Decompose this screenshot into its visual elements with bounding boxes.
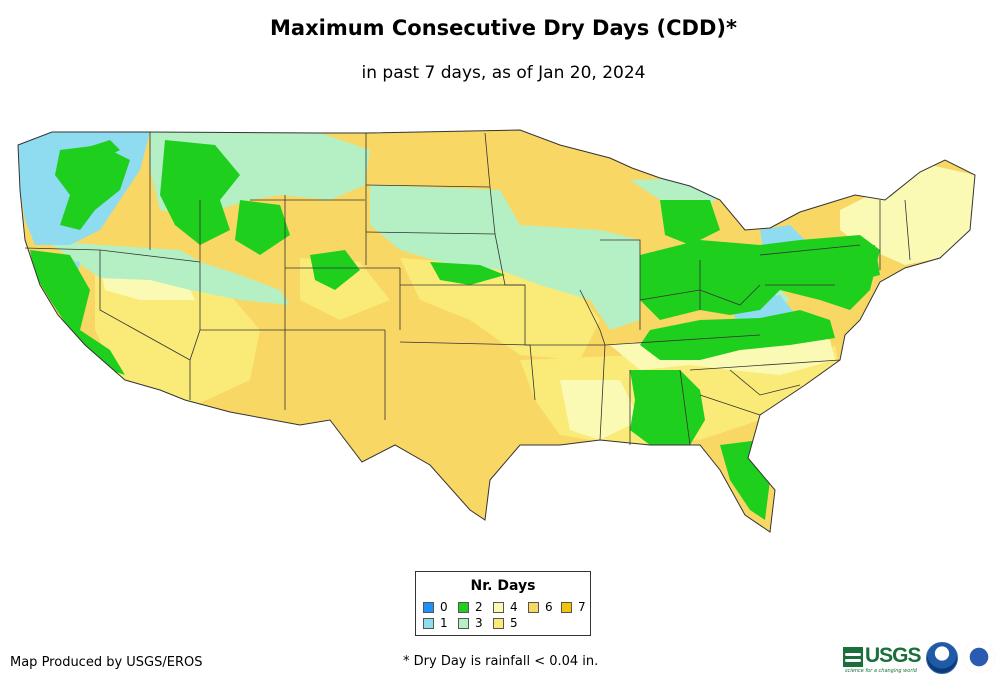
noaa-logo-icon	[926, 642, 958, 674]
legend-label-5: 5	[510, 616, 518, 630]
map-land	[17, 129, 976, 533]
legend-label-4: 4	[510, 600, 518, 614]
legend-swatch-7	[561, 602, 572, 613]
nws-logo-icon	[963, 641, 995, 673]
usgs-logo-text: USGS	[865, 644, 922, 667]
usgs-logo: USGS science for a changing world	[843, 644, 923, 674]
legend-swatch-5	[493, 618, 504, 629]
usgs-tagline: science for a changing world	[845, 668, 917, 674]
legend-swatch-4	[493, 602, 504, 613]
map-title: Maximum Consecutive Dry Days (CDD)*	[270, 16, 737, 40]
legend-title: Nr. Days	[470, 578, 536, 594]
legend: Nr. Days 0 1 2 3 4 5 6 7	[415, 571, 591, 636]
legend-label-6: 6	[545, 600, 553, 614]
state-borders	[24, 132, 911, 446]
legend-label-3: 3	[475, 616, 483, 630]
usgs-wave-icon	[843, 647, 863, 667]
legend-swatch-2	[458, 602, 469, 613]
map-subtitle: in past 7 days, as of Jan 20, 2024	[361, 63, 646, 83]
legend-swatch-0	[423, 602, 434, 613]
legend-label-7: 7	[578, 600, 586, 614]
legend-label-1: 1	[440, 616, 448, 630]
region-2-days	[30, 140, 880, 520]
legend-label-0: 0	[440, 600, 448, 614]
footnote: * Dry Day is rainfall < 0.04 in.	[403, 654, 599, 669]
region-4-days	[100, 165, 975, 440]
legend-label-2: 2	[475, 600, 483, 614]
map-credit: Map Produced by USGS/EROS	[10, 655, 203, 670]
legend-swatch-3	[458, 618, 469, 629]
legend-swatch-6	[528, 602, 539, 613]
legend-swatch-1	[423, 618, 434, 629]
